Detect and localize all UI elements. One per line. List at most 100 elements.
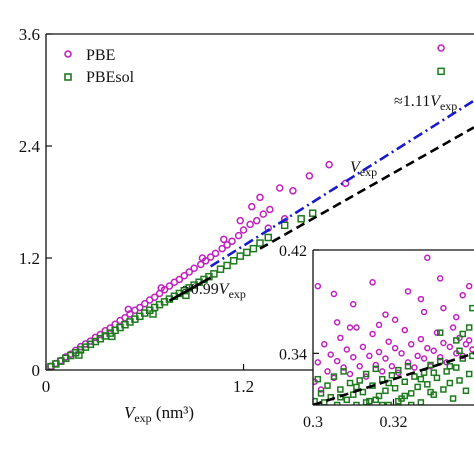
inset-point-pbesol: [459, 330, 466, 338]
point-pbesol: [243, 248, 251, 257]
point-pbe: [276, 184, 284, 192]
inset-point-pbe: [353, 324, 360, 331]
inset-point-pbe: [446, 343, 454, 351]
inset-y-tick-label: 0.34: [279, 346, 307, 363]
inset-point-pbe: [346, 370, 354, 378]
inset-point-pbesol: [378, 401, 386, 405]
inset-point-pbe: [327, 351, 334, 358]
inset-point-pbe: [356, 363, 363, 370]
inset-point-pbesol: [314, 375, 322, 383]
inset-point-pbesol: [404, 363, 412, 370]
point-pbe: [175, 275, 184, 284]
main-y-tick-label: 2.4: [19, 137, 41, 156]
point-pbe: [121, 313, 129, 322]
point-pbesol: [437, 67, 445, 76]
inset-point-pbesol: [343, 396, 351, 404]
point-pbe: [206, 253, 215, 261]
inset-point-pbe: [462, 341, 470, 348]
inset-point-pbesol: [446, 363, 454, 370]
point-pbe: [437, 44, 445, 52]
point-pbesol: [256, 239, 264, 247]
inset-point-pbesol: [430, 369, 437, 376]
point-pbe: [220, 235, 228, 244]
inset-point-pbe: [330, 290, 338, 298]
point-pbe: [124, 305, 133, 314]
point-pbe: [234, 231, 243, 240]
inset-point-pbesol: [427, 361, 434, 369]
inset-point-pbesol: [424, 381, 431, 388]
inset-point-pbe: [337, 334, 344, 342]
inset-point-pbesol: [462, 387, 470, 395]
point-pbe: [198, 254, 207, 262]
inset-point-pbe: [424, 344, 431, 352]
point-pbe: [325, 160, 333, 169]
legend-pbesol-label: PBEsol: [86, 69, 135, 86]
point-pbe: [185, 268, 193, 276]
inset-point-pbe: [333, 319, 341, 326]
point-pbe: [256, 193, 264, 202]
inset-point-pbe: [420, 355, 428, 362]
inset-point-pbesol: [449, 395, 457, 402]
main-plot: 0 1.2 2.4 3.6 0 1.2 Vexp (nm³) PBE PBEsol ≈1.…: [19, 25, 474, 425]
inset-point-pbe: [440, 339, 447, 347]
inset-point-pbesol: [317, 390, 325, 397]
inset-x-tick-label: 0.3: [303, 414, 323, 431]
inset-point-pbe: [378, 368, 386, 375]
inset-point-pbe: [414, 352, 421, 360]
inset-point-pbe: [411, 364, 418, 371]
point-pbesol: [229, 257, 238, 265]
legend: PBE PBEsol: [64, 47, 135, 86]
inset-point-pbe: [459, 291, 466, 299]
inset-point-pbesol: [407, 401, 415, 405]
inset-point-pbe: [369, 330, 376, 338]
inset-point-pbe: [350, 353, 357, 361]
inset-point-pbesol: [395, 397, 402, 405]
inset-plot: 0.34 0.42 0.3 0.32: [279, 243, 474, 431]
inset-point-pbe: [436, 353, 444, 361]
inset-point-pbesol: [324, 382, 331, 389]
inset-point-pbesol: [401, 392, 409, 400]
inset-point-pbe: [420, 308, 428, 316]
inset-point-pbesol: [453, 364, 460, 371]
point-pbesol: [108, 332, 116, 341]
inset-point-pbe: [375, 321, 383, 329]
main-axis-ticks: 0 1.2 2.4 3.6 0 1.2: [19, 25, 254, 396]
inset-point-pbe: [453, 313, 460, 321]
inset-point-pbe: [333, 357, 341, 365]
inset-point-pbesol: [385, 379, 392, 387]
point-pbe: [141, 299, 149, 308]
inset-point-pbe: [314, 359, 322, 366]
fit-line-0: [209, 99, 474, 268]
inset-point-pbe: [366, 352, 373, 360]
inset-point-pbesol: [372, 365, 380, 373]
inset-point-pbesol: [465, 370, 473, 378]
line-label-0-99: ≈0.99Vexp: [182, 281, 246, 301]
point-pbe: [126, 310, 134, 318]
point-pbe: [248, 202, 256, 211]
point-pbesol: [75, 351, 83, 359]
point-pbesol: [223, 261, 231, 270]
inset-point-pbe: [382, 311, 389, 318]
point-pbe: [239, 226, 248, 234]
point-pbesol: [308, 209, 317, 217]
inset-point-pbe: [340, 364, 347, 371]
point-pbesol: [249, 244, 258, 253]
inset-point-pbe: [430, 347, 437, 354]
inset-point-pbe: [417, 295, 425, 303]
inset-axis-ticks: 0.34 0.42 0.3 0.32: [279, 243, 408, 431]
point-pbe: [228, 237, 236, 245]
inset-point-pbesol: [359, 388, 367, 396]
point-pbe: [211, 249, 220, 258]
point-pbesol: [280, 221, 289, 230]
inset-point-pbesol: [388, 372, 396, 379]
inset-point-pbesol: [427, 388, 434, 396]
inset-point-pbe: [321, 341, 328, 348]
inset-point-pbesol: [446, 379, 454, 387]
inset-y-tick-label: 0.42: [279, 243, 307, 260]
point-pbe: [196, 260, 205, 269]
inset-point-pbe: [440, 304, 447, 312]
inset-point-pbesol: [407, 390, 415, 397]
inset-point-pbe: [346, 324, 354, 331]
inset-point-pbe: [391, 316, 399, 323]
inset-point-pbe: [314, 282, 322, 290]
